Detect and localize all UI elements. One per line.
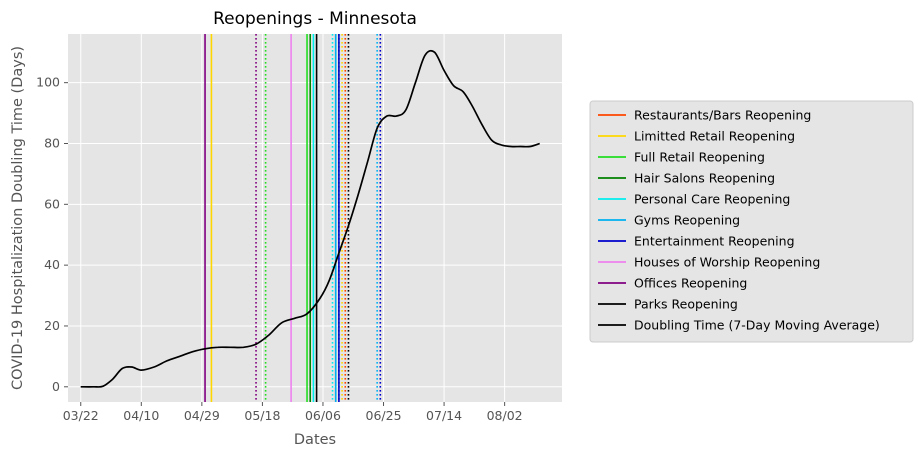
- y-tick-label: 40: [44, 257, 60, 272]
- x-tick-label: 06/25: [366, 408, 402, 423]
- legend-box: [589, 100, 914, 343]
- x-tick-label: 08/02: [487, 408, 523, 423]
- legend-label-limitted-retail-reopening: Limitted Retail Reopening: [634, 129, 795, 144]
- x-axis-label: Dates: [294, 432, 336, 448]
- plot-area: [68, 34, 562, 402]
- legend-label-entertainment-reopening: Entertainment Reopening: [634, 234, 795, 249]
- legend-label-doubling-time-7-day-moving-average: Doubling Time (7-Day Moving Average): [634, 318, 880, 333]
- y-axis-ticks: 0 20 40 60 80 100: [36, 75, 68, 394]
- legend: Restaurants/Bars Reopening Limitted Retai…: [589, 100, 914, 343]
- x-axis-ticks: 03/22 04/10 04/29 05/18 06/06 06/25 07/14 08/02: [63, 402, 523, 423]
- legend-label-restaurants-bars-reopening: Restaurants/Bars Reopening: [634, 108, 811, 123]
- x-tick-label: 03/22: [63, 408, 99, 423]
- plot-background: [68, 34, 562, 402]
- legend-label-hair-salons-reopening: Hair Salons Reopening: [634, 171, 775, 186]
- y-tick-label: 0: [52, 379, 60, 394]
- x-tick-label: 07/14: [426, 408, 462, 423]
- x-tick-label: 06/06: [305, 408, 341, 423]
- legend-label-personal-care-reopening: Personal Care Reopening: [634, 192, 790, 207]
- legend-items: Restaurants/Bars Reopening Limitted Retai…: [598, 108, 880, 333]
- y-axis-label: COVID-19 Hospitalization Doubling Time (…: [10, 46, 26, 390]
- x-tick-label: 05/18: [244, 408, 280, 423]
- legend-label-offices-reopening: Offices Reopening: [634, 276, 747, 291]
- legend-label-full-retail-reopening: Full Retail Reopening: [634, 150, 765, 165]
- grid: [68, 34, 562, 402]
- y-tick-label: 100: [36, 75, 60, 90]
- doubling-time-series-line: [80, 49, 540, 388]
- legend-label-gyms-reopening: Gyms Reopening: [634, 213, 740, 228]
- chart-title: Reopenings - Minnesota: [213, 9, 417, 29]
- y-tick-label: 60: [44, 196, 60, 211]
- reopening-lines: [204, 34, 382, 402]
- legend-label-parks-reopening: Parks Reopening: [634, 297, 738, 312]
- x-tick-label: 04/29: [184, 408, 220, 423]
- legend-label-houses-of-worship-reopening: Houses of Worship Reopening: [634, 255, 820, 270]
- y-tick-label: 80: [44, 135, 60, 150]
- x-tick-label: 04/10: [123, 408, 159, 423]
- y-tick-label: 20: [44, 318, 60, 333]
- series-lines: [80, 49, 540, 388]
